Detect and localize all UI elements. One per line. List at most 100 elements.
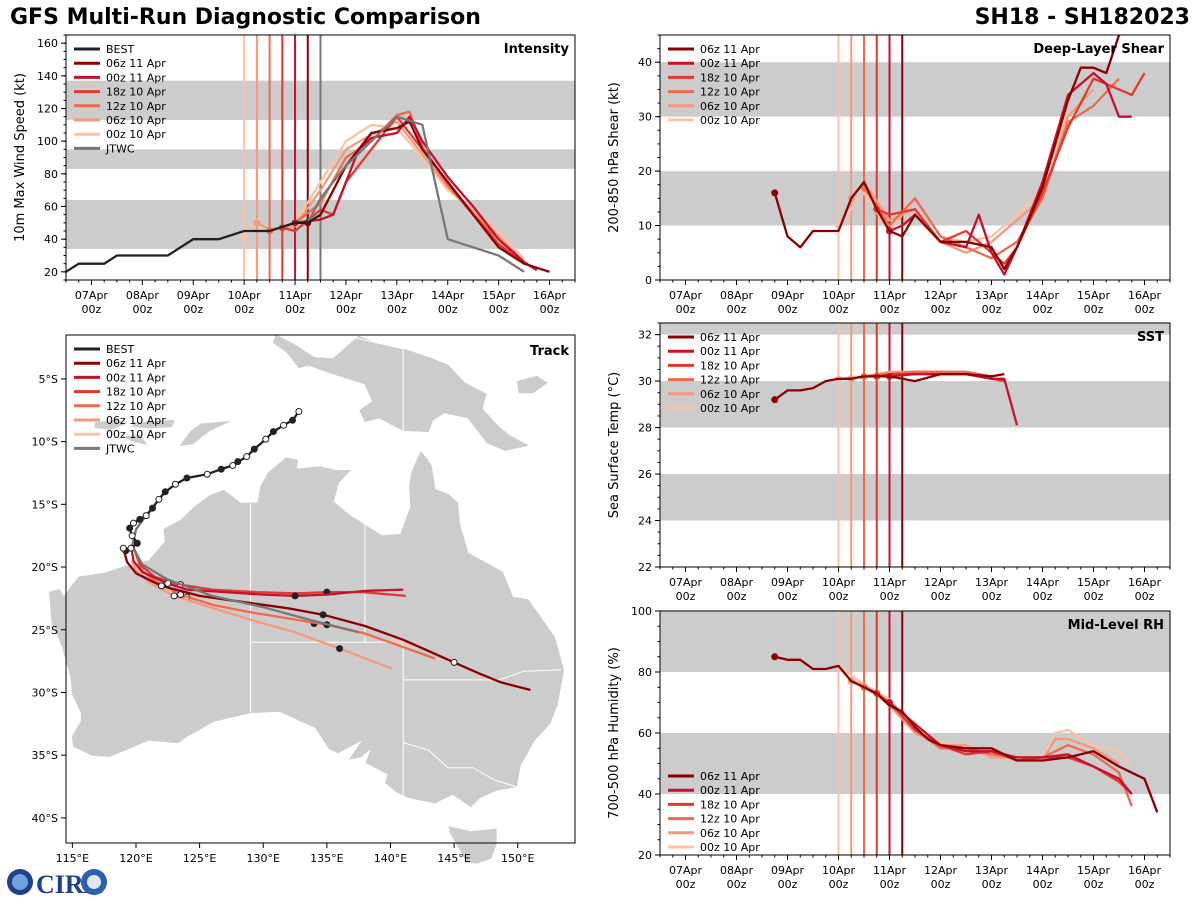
intensity-panel: 2040608010012014016007Apr00z08Apr00z09Ap… [13,34,576,316]
track-best-marker [155,495,163,503]
sst-legend-label: 06z 10 Apr [700,388,760,401]
shear-xtick-hour-label: 00z [931,303,951,316]
rh-legend-label: 06z 10 Apr [700,827,760,840]
shear-xtick-day-label: 13Apr [975,289,1009,302]
shear-legend-label: 06z 11 Apr [700,43,760,56]
intensity-xtick-day-label: 09Apr [177,289,211,302]
track-forecast-marker [336,645,344,653]
rh-legend-label: 06z 11 Apr [700,770,760,783]
rh-band [660,611,1170,672]
undefined [48,450,565,808]
shear-legend-label: 06z 10 Apr [700,100,760,113]
sst-xtick-day-label: 11Apr [873,576,907,589]
shear-xtick-hour-label: 00z [880,303,900,316]
shear-ytick-label: 0 [645,274,652,287]
intensity-xtick-hour-label: 00z [82,303,102,316]
track-state-border [403,669,562,681]
undefined [94,419,126,430]
sst-xtick-hour-label: 00z [1084,590,1104,603]
track-xtick-label: 145°E [437,852,470,865]
intensity-xtick-day-label: 15Apr [482,289,516,302]
track-jtwc-line [131,507,359,634]
track-forecast-marker [450,658,458,666]
track-legend-label: 00z 11 Apr [106,371,166,384]
track-best-marker [161,488,169,496]
intensity-legend-label: JTWC [105,142,135,155]
sst-band [660,323,1170,335]
track-best-marker [243,453,251,461]
sst-legend-label: 00z 11 Apr [700,345,760,358]
track-ytick-label: 20°S [32,561,58,574]
sst-legend-label: 18z 10 Apr [700,359,760,372]
intensity-xtick-day-label: 16Apr [533,289,567,302]
track-best-marker [262,435,270,443]
shear-init-marker [771,189,779,197]
shear-series-line [863,77,1120,260]
sst-legend-label: 12z 10 Apr [700,374,760,387]
track-legend-label: 00z 10 Apr [106,428,166,441]
shear-band [660,62,1170,117]
intensity-xtick-hour-label: 00z [540,303,560,316]
sst-xtick-day-label: 07Apr [669,576,703,589]
intensity-ylabel: 10m Max Wind Speed (kt) [13,73,28,242]
track-best-marker [126,524,134,532]
intensity-ytick-label: 80 [44,168,58,181]
intensity-xtick-hour-label: 00z [183,303,203,316]
track-forecast-line [137,560,436,660]
sst-xtick-day-label: 13Apr [975,576,1009,589]
intensity-xtick-hour-label: 00z [489,303,509,316]
track-forecast-marker [157,582,165,590]
shear-xtick-hour-label: 00z [727,303,747,316]
track-legend-label: BEST [106,343,134,356]
track-xtick-label: 140°E [374,852,407,865]
sst-ytick-label: 30 [638,375,652,388]
track-ytick-label: 40°S [32,812,58,825]
figure-title: GFS Multi-Run Diagnostic Comparison [10,5,481,30]
sst-xtick-day-label: 14Apr [1026,576,1060,589]
intensity-ytick-label: 40 [44,233,58,246]
intensity-ytick-label: 60 [44,201,58,214]
shear-xtick-day-label: 09Apr [771,289,805,302]
rh-xtick-day-label: 10Apr [822,864,856,877]
track-ytick-label: 5°S [39,373,58,386]
track-best-marker [229,461,237,469]
sst-ytick-label: 26 [638,468,652,481]
shear-xtick-hour-label: 00z [1033,303,1053,316]
track-legend-label: JTWC [105,442,135,455]
intensity-xtick-hour-label: 00z [285,303,305,316]
sst-xtick-day-label: 09Apr [771,576,805,589]
sst-xtick-hour-label: 00z [1135,590,1155,603]
track-forecast-marker [319,611,327,619]
intensity-init-marker [240,232,248,240]
shear-xtick-hour-label: 00z [982,303,1002,316]
track-legend-label: 12z 10 Apr [106,400,166,413]
intensity-legend-label: 06z 10 Apr [106,114,166,127]
intensity-legend-label: BEST [106,43,134,56]
intensity-legend-label: 12z 10 Apr [106,100,166,113]
track-frame [65,334,576,844]
track-best-marker [136,515,144,523]
sst-xtick-hour-label: 00z [982,590,1002,603]
track-xtick-label: 150°E [501,852,534,865]
sst-xtick-hour-label: 00z [1033,590,1053,603]
rh-xtick-hour-label: 00z [880,878,900,891]
shear-legend-label: 00z 10 Apr [700,114,760,127]
intensity-xtick-day-label: 10Apr [228,289,262,302]
intensity-ytick-label: 20 [44,266,58,279]
track-best-marker [171,480,179,488]
undefined [132,419,175,429]
intensity-xtick-hour-label: 00z [336,303,356,316]
intensity-legend-label: 06z 11 Apr [106,57,166,70]
track-best-marker [217,465,225,473]
track-ytick-label: 25°S [32,624,58,637]
rh-ytick-label: 40 [638,788,652,801]
shear-legend-label: 12z 10 Apr [700,86,760,99]
rh-xtick-hour-label: 00z [829,878,849,891]
intensity-ytick-label: 160 [37,37,58,50]
track-xtick-label: 115°E [56,852,89,865]
track-ytick-label: 35°S [32,749,58,762]
track-best-marker [250,445,258,453]
intensity-xtick-day-label: 13Apr [380,289,414,302]
intensity-xtick-hour-label: 00z [438,303,458,316]
shear-xtick-day-label: 11Apr [873,289,907,302]
